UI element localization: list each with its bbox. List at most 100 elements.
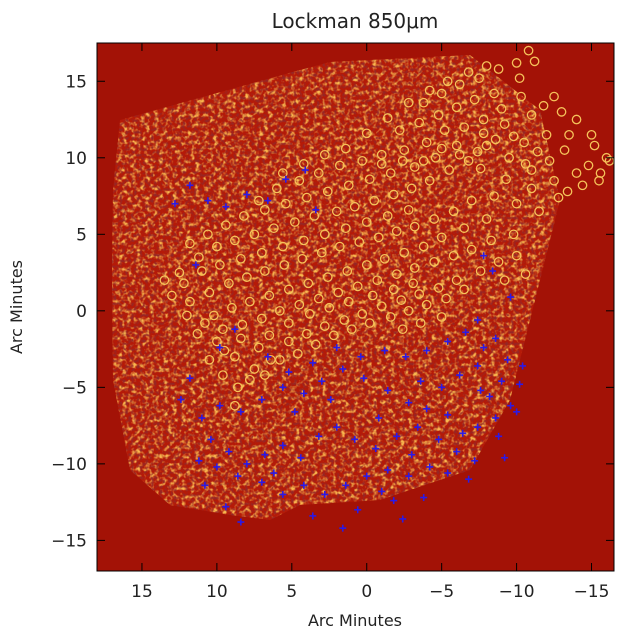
circle-marker <box>474 73 484 84</box>
circle-marker <box>481 61 492 71</box>
circle-marker <box>212 241 222 252</box>
circle-marker <box>233 382 243 393</box>
circle-marker <box>236 253 246 264</box>
y-tick-label: 10 <box>65 149 87 169</box>
cross-marker <box>384 466 392 474</box>
cross-marker <box>327 396 335 404</box>
circle-marker <box>209 310 219 321</box>
cross-marker <box>282 175 290 183</box>
circle-marker <box>297 253 308 264</box>
cross-marker <box>171 200 179 208</box>
circle-marker <box>414 289 425 299</box>
cross-marker <box>414 423 422 431</box>
circle-marker <box>264 330 275 341</box>
circle-marker <box>283 318 294 328</box>
y-tick-label: −15 <box>51 531 87 551</box>
circle-marker <box>486 235 496 246</box>
x-tick-label: −5 <box>429 582 454 602</box>
cross-marker <box>192 261 200 269</box>
circle-marker <box>439 125 450 136</box>
x-tick-label: 5 <box>286 582 297 602</box>
circle-marker <box>376 159 387 169</box>
circle-marker <box>203 229 213 240</box>
circle-marker <box>436 312 447 322</box>
circle-marker <box>376 149 387 160</box>
circle-marker <box>185 238 195 249</box>
cross-marker <box>264 197 272 205</box>
circle-marker <box>304 309 315 319</box>
cross-marker <box>384 386 392 394</box>
circle-marker <box>259 204 270 215</box>
circle-marker <box>448 250 459 261</box>
cross-marker <box>444 337 452 345</box>
cross-marker <box>186 181 194 189</box>
circle-marker <box>361 217 372 227</box>
cross-marker <box>405 399 413 407</box>
circle-marker <box>283 284 294 295</box>
circle-marker <box>429 257 440 267</box>
circle-marker <box>298 159 309 169</box>
cross-marker <box>474 423 482 431</box>
circle-marker <box>230 351 240 362</box>
cross-markers <box>171 166 527 532</box>
circle-marker <box>475 266 486 276</box>
circle-marker <box>283 336 294 347</box>
cross-marker <box>513 408 521 416</box>
circle-marker <box>516 91 526 102</box>
circle-marker <box>264 290 275 301</box>
circle-marker <box>294 299 305 310</box>
circle-marker <box>526 110 537 120</box>
cross-marker <box>204 197 212 205</box>
circle-marker <box>274 354 285 365</box>
circle-marker <box>319 321 330 331</box>
circle-marker <box>451 140 462 151</box>
cross-marker <box>477 386 485 394</box>
circle-marker <box>298 235 309 246</box>
circle-marker <box>322 186 333 197</box>
circle-marker <box>403 97 414 108</box>
cross-marker <box>231 325 239 333</box>
circle-marker <box>343 180 354 191</box>
circle-marker <box>301 328 312 339</box>
cross-marker <box>222 203 230 211</box>
circle-marker <box>532 146 543 157</box>
circle-marker <box>436 143 447 154</box>
circle-marker <box>292 348 303 359</box>
cross-marker <box>378 487 386 495</box>
circle-marker <box>382 211 393 221</box>
cross-marker <box>381 347 389 355</box>
circle-marker <box>357 309 368 319</box>
circle-marker <box>499 275 510 286</box>
circle-marker <box>454 149 465 160</box>
circle-marker <box>408 278 419 289</box>
circle-marker <box>559 145 570 155</box>
circle-marker <box>444 165 455 175</box>
y-tick-label: 15 <box>65 72 87 92</box>
circle-marker <box>511 250 522 261</box>
circle-marker <box>586 129 597 140</box>
circle-marker <box>538 100 549 111</box>
circle-marker <box>481 214 492 224</box>
circle-marker <box>373 232 384 243</box>
circle-marker <box>379 253 390 264</box>
cross-marker <box>321 490 329 498</box>
cross-marker <box>492 414 500 422</box>
circle-marker <box>595 168 606 178</box>
circle-marker <box>475 163 486 174</box>
circle-marker <box>200 318 210 328</box>
cross-marker <box>456 371 464 379</box>
circle-marker <box>397 155 408 166</box>
cross-marker <box>243 191 251 199</box>
cross-marker <box>351 435 359 443</box>
circle-marker <box>511 198 522 209</box>
circle-marker <box>303 278 314 289</box>
circle-marker <box>277 241 288 252</box>
circle-marker <box>511 58 522 68</box>
circle-marker <box>534 206 544 217</box>
cross-marker <box>279 490 287 498</box>
circle-marker <box>340 143 351 154</box>
cross-marker <box>177 396 185 404</box>
circle-marker <box>192 328 203 339</box>
circle-marker <box>212 336 222 347</box>
cross-marker <box>195 457 203 465</box>
